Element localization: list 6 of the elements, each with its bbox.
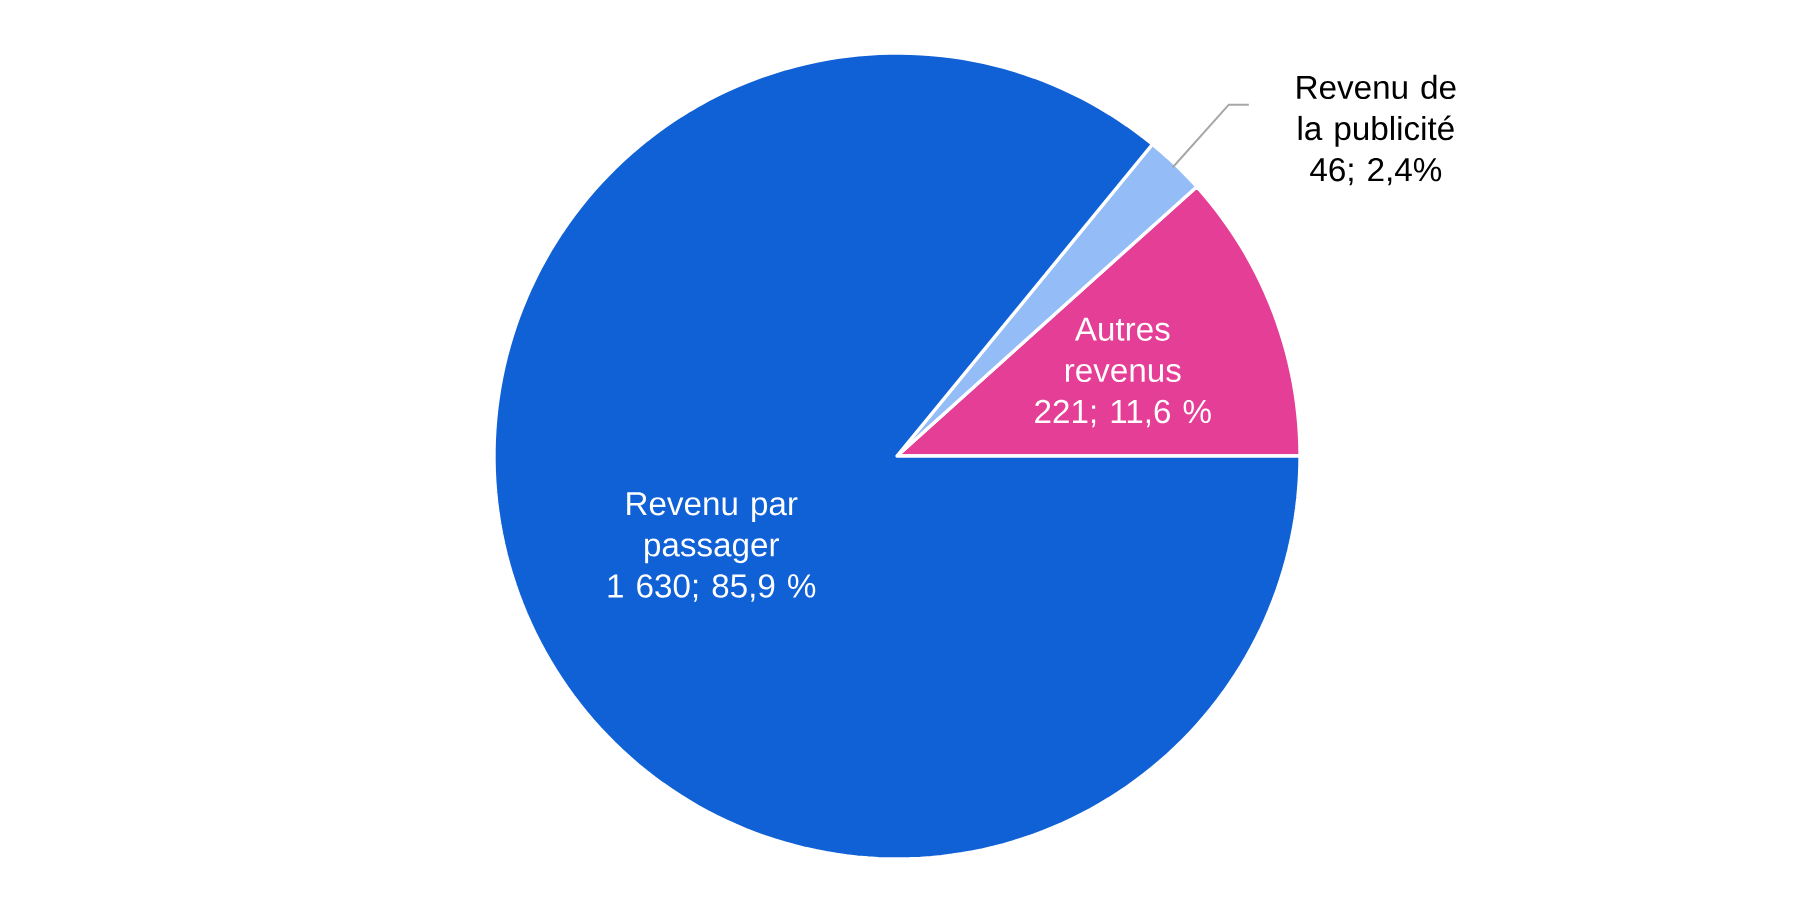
slice-label: Revenu par passager xyxy=(627,492,798,564)
slice-label: Revenu de la publicité xyxy=(1297,74,1456,147)
data-label: 46; 2,4% xyxy=(1310,157,1442,186)
slice-label: Autres revenus xyxy=(1065,317,1181,383)
data-label: 221; 11,6 % xyxy=(1035,399,1211,428)
data-label: 1 630; 85,9 % xyxy=(608,574,816,602)
